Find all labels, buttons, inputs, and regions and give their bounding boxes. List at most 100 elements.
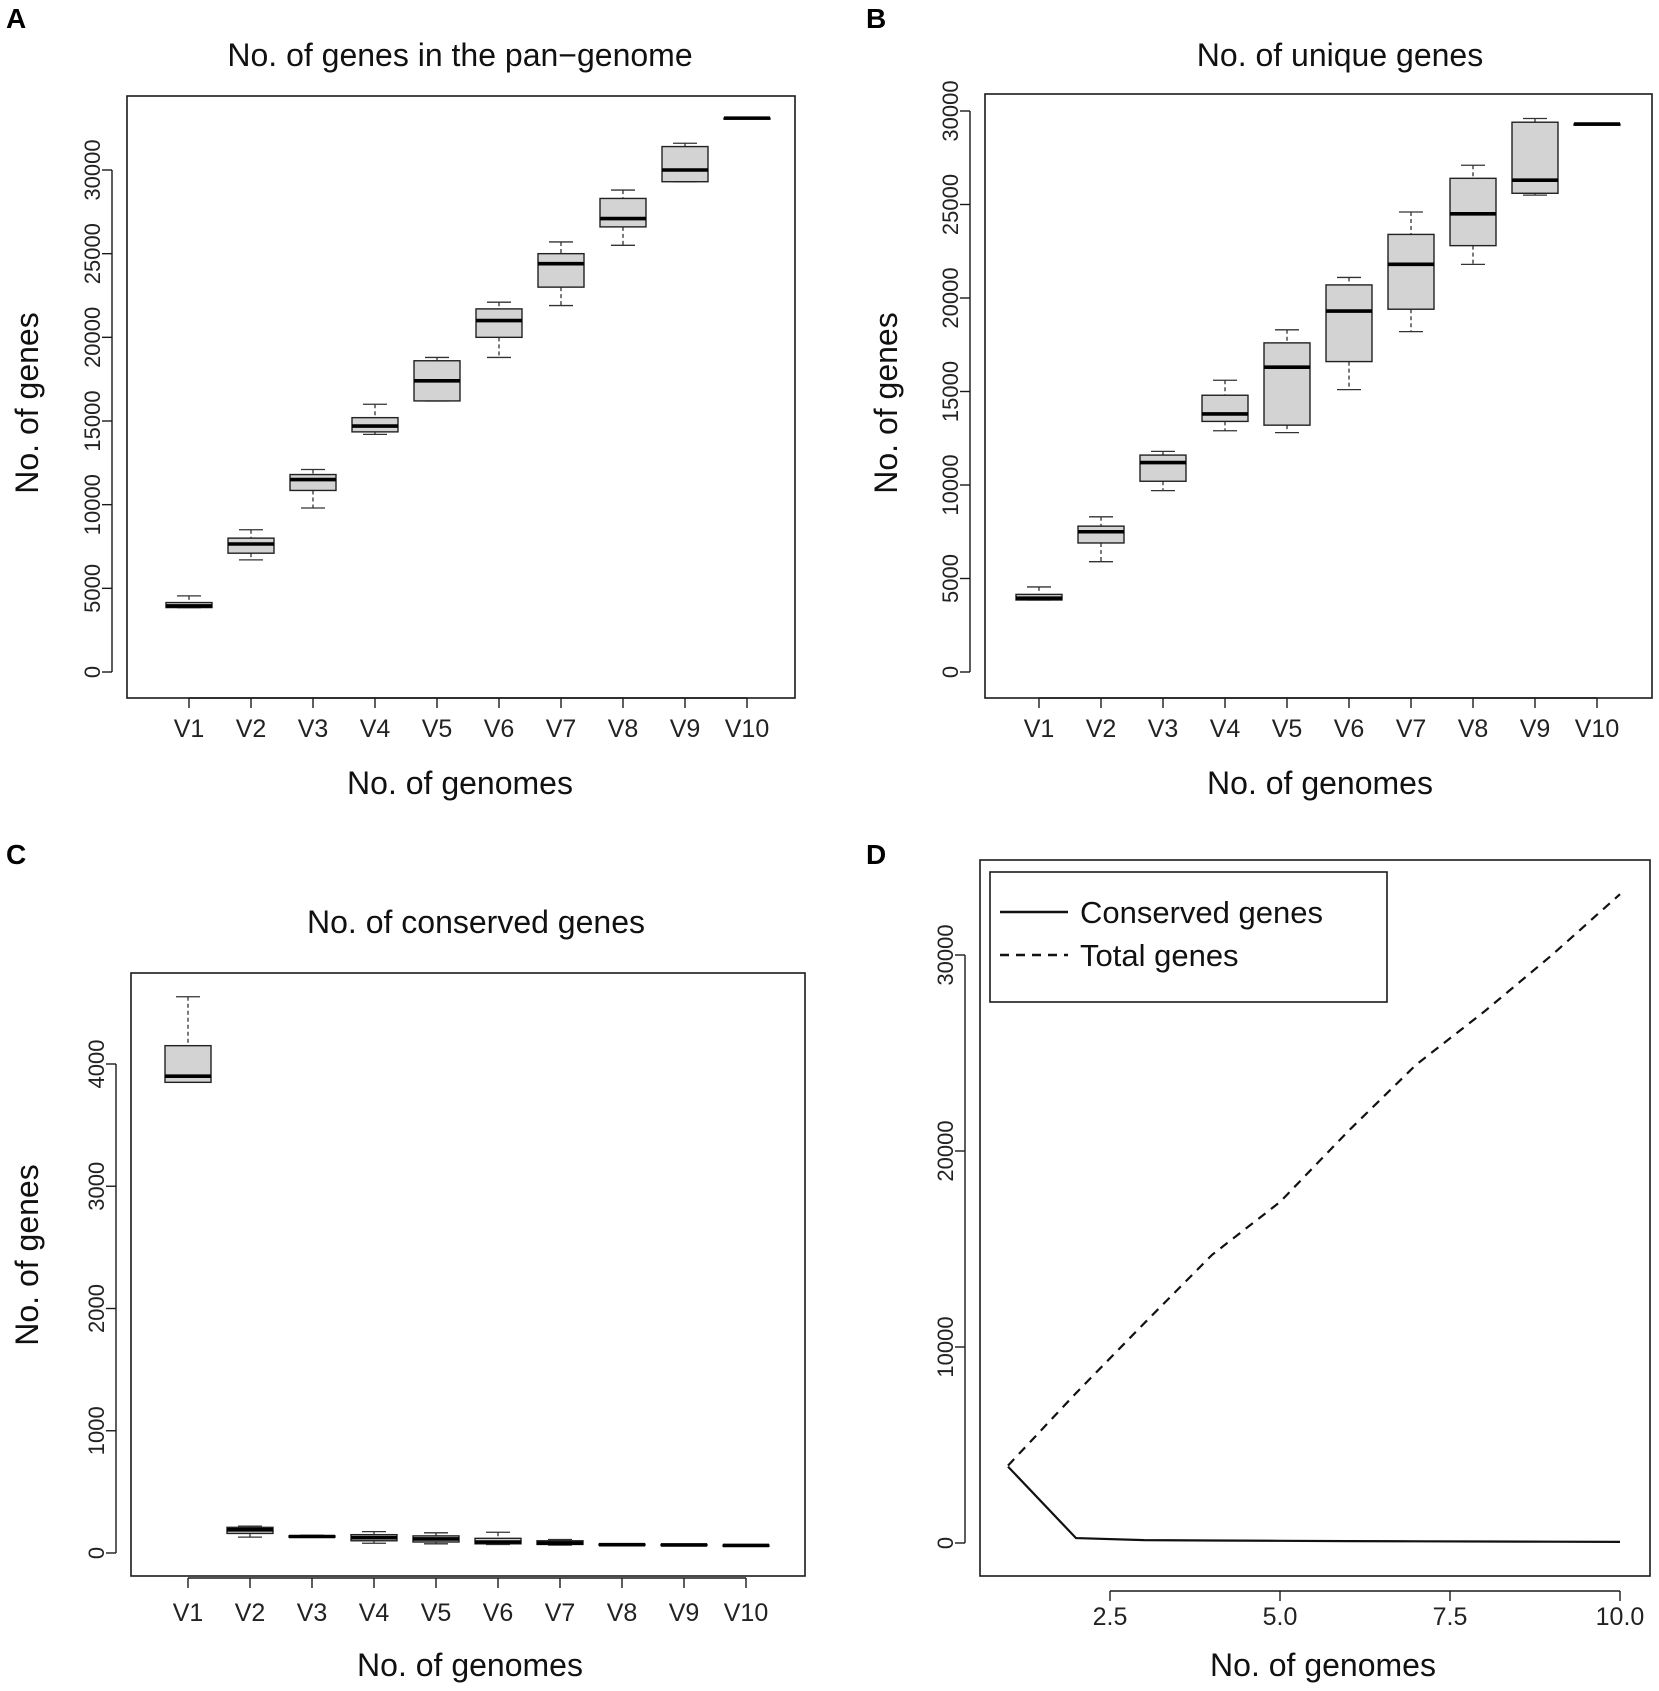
box-iqr bbox=[1077, 525, 1125, 544]
box-v8 bbox=[598, 1542, 646, 1547]
panel-b-xlabel: No. of genomes bbox=[1207, 765, 1433, 801]
box-iqr bbox=[661, 145, 709, 183]
box-v4 bbox=[1201, 379, 1249, 432]
x-tick-label: V10 bbox=[1575, 715, 1619, 743]
box-v8 bbox=[1449, 164, 1497, 265]
y-tick-label: 0 bbox=[938, 666, 963, 678]
y-tick-label: 20000 bbox=[80, 307, 105, 368]
panel-b: B No. of unique genes No. of genomes No.… bbox=[866, 3, 1653, 801]
y-tick-label: 30000 bbox=[80, 139, 105, 200]
box-v5 bbox=[1263, 329, 1311, 434]
box-iqr bbox=[599, 197, 647, 228]
y-tick-label: 10000 bbox=[80, 474, 105, 535]
box-iqr bbox=[289, 473, 337, 492]
y-tick-label: 15000 bbox=[80, 390, 105, 451]
y-tick-label: 0 bbox=[80, 666, 105, 678]
box-v3 bbox=[288, 1534, 336, 1539]
y-tick-label: 30000 bbox=[933, 924, 958, 985]
x-tick-label: 10.0 bbox=[1596, 1603, 1645, 1631]
x-tick-label: V6 bbox=[483, 1599, 514, 1627]
x-tick-label: V5 bbox=[421, 1599, 452, 1627]
panel-d-legend: Conserved genes Total genes bbox=[989, 871, 1388, 1003]
x-tick-label: V7 bbox=[1396, 715, 1427, 743]
y-tick-label: 10000 bbox=[938, 454, 963, 515]
panel-a-ylabel: No. of genes bbox=[9, 312, 45, 493]
panel-a: A No. of genes in the pan−genome No. of … bbox=[6, 3, 796, 801]
y-tick-label: 30000 bbox=[938, 80, 963, 141]
x-tick-label: V3 bbox=[298, 715, 329, 743]
box-iqr bbox=[1263, 342, 1311, 426]
series-line-conserved-genes bbox=[1007, 1465, 1621, 1544]
x-tick-label: V1 bbox=[1024, 715, 1055, 743]
box-v5 bbox=[413, 356, 461, 402]
box-iqr bbox=[1449, 177, 1497, 247]
box-v2 bbox=[226, 1525, 274, 1538]
x-tick-label: V2 bbox=[1086, 715, 1117, 743]
x-tick-label: V4 bbox=[359, 1599, 390, 1627]
y-tick-label: 20000 bbox=[933, 1120, 958, 1181]
x-tick-label: V9 bbox=[669, 1599, 700, 1627]
y-tick-label: 10000 bbox=[933, 1316, 958, 1377]
box-v10 bbox=[1573, 122, 1621, 126]
box-v7 bbox=[1387, 211, 1435, 333]
panel-a-xlabel: No. of genomes bbox=[347, 765, 573, 801]
box-v7 bbox=[537, 241, 585, 307]
x-tick-label: V10 bbox=[724, 1599, 768, 1627]
x-tick-label: V3 bbox=[297, 1599, 328, 1627]
box-iqr bbox=[475, 308, 523, 339]
x-tick-label: V7 bbox=[545, 1599, 576, 1627]
box-v10 bbox=[722, 1543, 770, 1548]
x-tick-label: V6 bbox=[484, 715, 515, 743]
x-tick-label: 2.5 bbox=[1093, 1603, 1128, 1631]
box-v10 bbox=[723, 116, 771, 120]
legend-label-conserved: Conserved genes bbox=[1080, 895, 1323, 930]
x-tick-label: V8 bbox=[608, 715, 639, 743]
panel-c-xlabel: No. of genomes bbox=[357, 1647, 583, 1683]
box-v3 bbox=[289, 468, 337, 509]
box-v6 bbox=[474, 1531, 522, 1546]
panel-d-xlabel: No. of genomes bbox=[1210, 1647, 1436, 1683]
box-v1 bbox=[165, 595, 213, 609]
y-tick-label: 15000 bbox=[938, 361, 963, 422]
panel-d: D No. of genomes 0 10000 20000 30000 2.5 5.0 7… bbox=[866, 839, 1651, 1683]
y-tick-label: 20000 bbox=[938, 267, 963, 328]
x-tick-label: 7.5 bbox=[1433, 1603, 1468, 1631]
box-iqr bbox=[1325, 284, 1373, 363]
panel-letter-d: D bbox=[866, 839, 886, 870]
x-tick-label: V1 bbox=[174, 715, 205, 743]
panel-a-title: No. of genes in the pan−genome bbox=[227, 37, 692, 73]
box-iqr bbox=[1201, 394, 1249, 423]
box-v8 bbox=[599, 189, 647, 246]
box-v6 bbox=[1325, 276, 1373, 391]
x-tick-label: V1 bbox=[173, 1599, 204, 1627]
x-tick-label: V6 bbox=[1334, 715, 1365, 743]
panel-letter-c: C bbox=[6, 839, 26, 870]
legend-label-total: Total genes bbox=[1080, 938, 1239, 973]
y-tick-label: 5000 bbox=[938, 554, 963, 603]
y-tick-label: 5000 bbox=[80, 564, 105, 613]
panel-c-title: No. of conserved genes bbox=[307, 904, 645, 940]
box-v7 bbox=[536, 1538, 584, 1546]
x-tick-label: V4 bbox=[1210, 715, 1241, 743]
y-tick-label: 0 bbox=[933, 1537, 958, 1549]
x-tick-label: V8 bbox=[1458, 715, 1489, 743]
x-tick-label: V8 bbox=[607, 1599, 638, 1627]
y-tick-label: 4000 bbox=[84, 1040, 109, 1089]
panel-b-ylabel: No. of genes bbox=[868, 312, 904, 493]
panel-letter-a: A bbox=[6, 3, 26, 34]
box-v9 bbox=[661, 142, 709, 183]
y-tick-label: 0 bbox=[84, 1547, 109, 1559]
x-tick-label: V2 bbox=[235, 1599, 266, 1627]
box-v2 bbox=[1077, 516, 1125, 563]
panel-d-plot-frame bbox=[979, 859, 1651, 1577]
x-tick-label: V7 bbox=[546, 715, 577, 743]
box-iqr bbox=[1511, 121, 1559, 194]
box-v2 bbox=[227, 529, 275, 561]
x-tick-label: V9 bbox=[1520, 715, 1551, 743]
box-v3 bbox=[1139, 450, 1187, 492]
series-line-total-genes bbox=[1007, 893, 1621, 1467]
y-tick-label: 2000 bbox=[84, 1284, 109, 1333]
box-iqr bbox=[1139, 454, 1187, 482]
panel-c-ylabel: No. of genes bbox=[9, 1164, 45, 1345]
